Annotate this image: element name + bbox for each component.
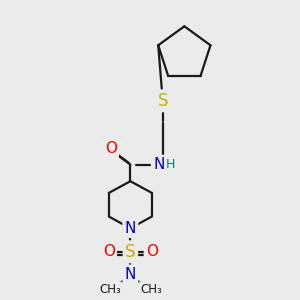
Text: O: O	[103, 244, 115, 259]
Text: N: N	[125, 221, 136, 236]
Text: O: O	[146, 244, 158, 259]
Text: O: O	[105, 141, 117, 156]
Text: CH₃: CH₃	[99, 283, 121, 296]
Text: S: S	[158, 92, 168, 110]
Text: N: N	[125, 267, 136, 282]
Text: H: H	[166, 158, 175, 171]
Text: CH₃: CH₃	[140, 283, 162, 296]
Text: S: S	[125, 243, 136, 261]
Text: N: N	[153, 157, 164, 172]
